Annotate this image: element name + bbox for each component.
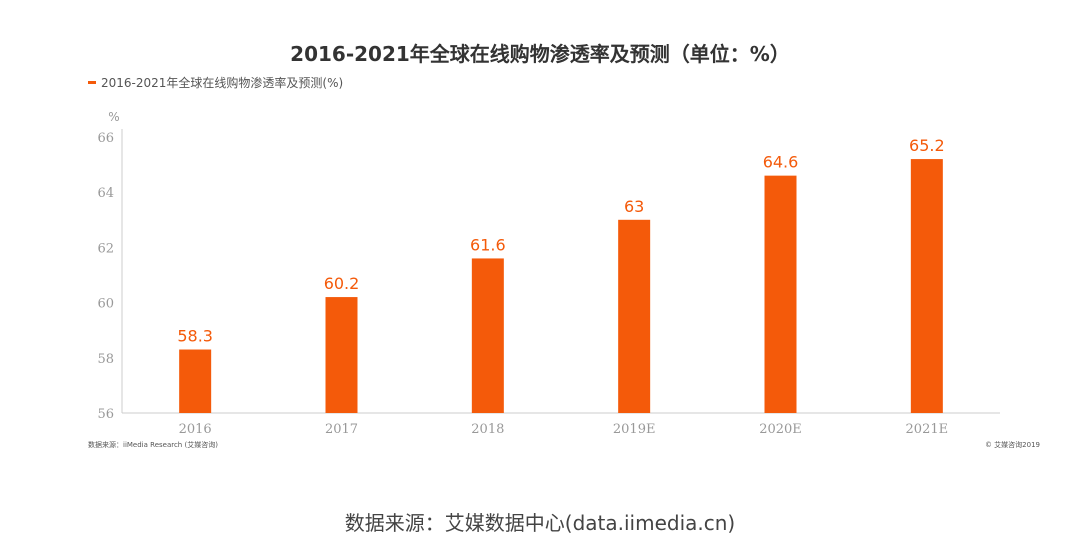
x-tick-label: 2019E: [613, 422, 656, 437]
y-tick-label: 60: [97, 297, 114, 312]
data-label: 63: [624, 197, 644, 216]
data-label: 65.2: [909, 136, 945, 155]
y-tick-label: 62: [97, 241, 114, 256]
x-tick-label: 2018: [471, 422, 504, 437]
bar: [179, 349, 212, 413]
legend-swatch: [88, 81, 96, 84]
y-tick-label: 56: [97, 407, 114, 422]
x-tick-label: 2017: [325, 422, 358, 437]
bar: [471, 258, 504, 413]
bar: [325, 297, 358, 413]
copyright-note: © 艾媒咨询2019: [984, 441, 1040, 449]
y-tick-label: 66: [97, 131, 114, 146]
x-tick-label: 2020E: [759, 422, 802, 437]
data-label: 61.6: [470, 235, 506, 254]
y-axis-unit-label: %: [108, 110, 119, 124]
source-note: 数据来源：iiMedia Research (艾媒咨询): [88, 441, 218, 449]
bar: [910, 159, 943, 413]
data-label: 64.6: [763, 153, 799, 172]
bar: [764, 175, 797, 413]
chart-title: 2016-2021年全球在线购物渗透率及预测（单位：%）: [290, 42, 790, 66]
legend-label: 2016-2021年全球在线购物渗透率及预测(%): [101, 76, 344, 90]
bar: [618, 219, 651, 413]
x-tick-label: 2021E: [906, 422, 949, 437]
y-tick-label: 58: [97, 352, 114, 367]
data-label: 58.3: [177, 327, 213, 346]
x-tick-label: 2016: [179, 422, 212, 437]
legend: 2016-2021年全球在线购物渗透率及预测(%): [88, 74, 343, 91]
footer-source: 数据来源：艾媒数据中心(data.iimedia.cn): [344, 511, 736, 535]
y-tick-label: 64: [97, 186, 114, 201]
data-label: 60.2: [324, 274, 360, 293]
